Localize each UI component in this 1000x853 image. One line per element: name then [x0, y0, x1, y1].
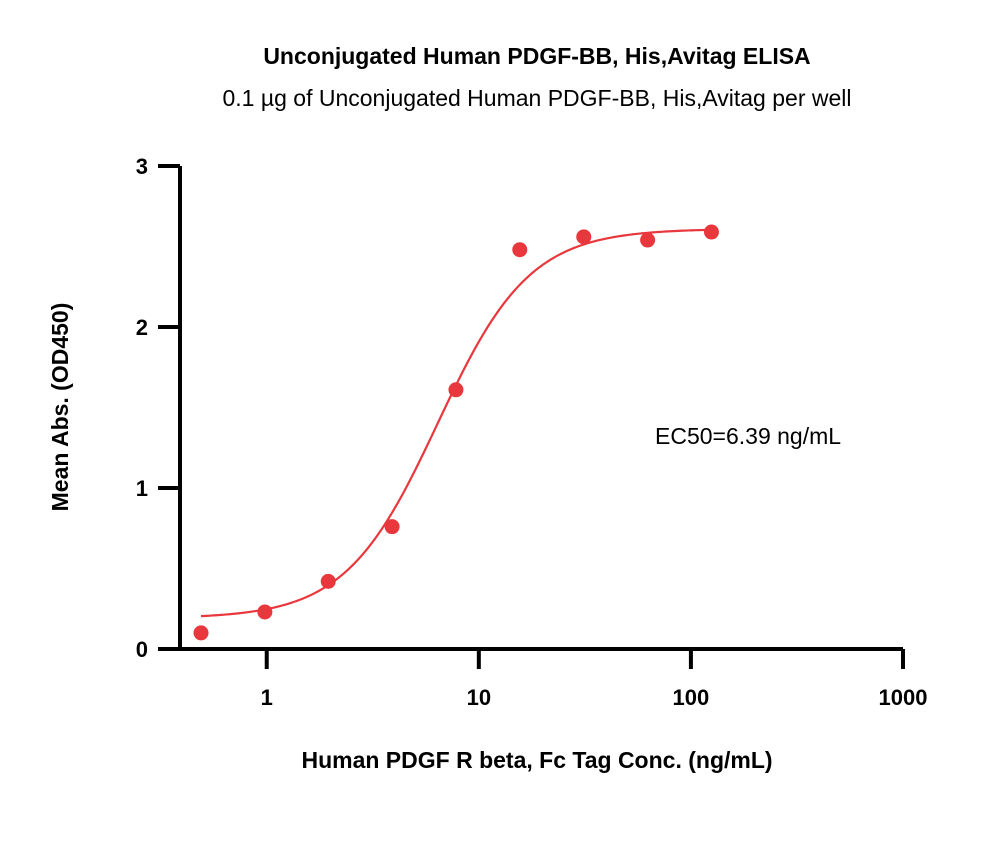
data-point	[384, 519, 400, 535]
data-point	[193, 625, 209, 641]
data-point	[320, 573, 336, 589]
data-point	[703, 224, 719, 240]
y-tick-label: 1	[136, 476, 148, 501]
data-points	[193, 224, 719, 641]
ec50-annotation: EC50=6.39 ng/mL	[655, 423, 841, 449]
x-tick-label: 100	[673, 685, 710, 710]
x-tick-label: 10	[467, 685, 491, 710]
y-ticks: 0 1 2 3	[136, 154, 180, 662]
chart-title: Unconjugated Human PDGF-BB, His,Avitag E…	[263, 43, 810, 69]
fit-curve-layer	[200, 228, 712, 618]
data-point	[640, 232, 656, 248]
data-point	[448, 382, 464, 398]
x-tick-label: 1	[261, 685, 273, 710]
y-tick-label: 0	[136, 637, 148, 662]
x-axis-label: Human PDGF R beta, Fc Tag Conc. (ng/mL)	[301, 747, 772, 773]
data-point	[257, 604, 273, 620]
fit-curve	[200, 228, 712, 618]
y-tick-label: 3	[136, 154, 148, 179]
chart-subtitle: 0.1 µg of Unconjugated Human PDGF-BB, Hi…	[222, 85, 851, 111]
data-point	[512, 242, 528, 258]
y-tick-label: 2	[136, 315, 148, 340]
data-point	[576, 229, 592, 245]
x-tick-label: 1000	[879, 685, 928, 710]
x-ticks: 1 10 100 1000	[261, 649, 928, 710]
y-axis-label: Mean Abs. (OD450)	[47, 303, 73, 512]
